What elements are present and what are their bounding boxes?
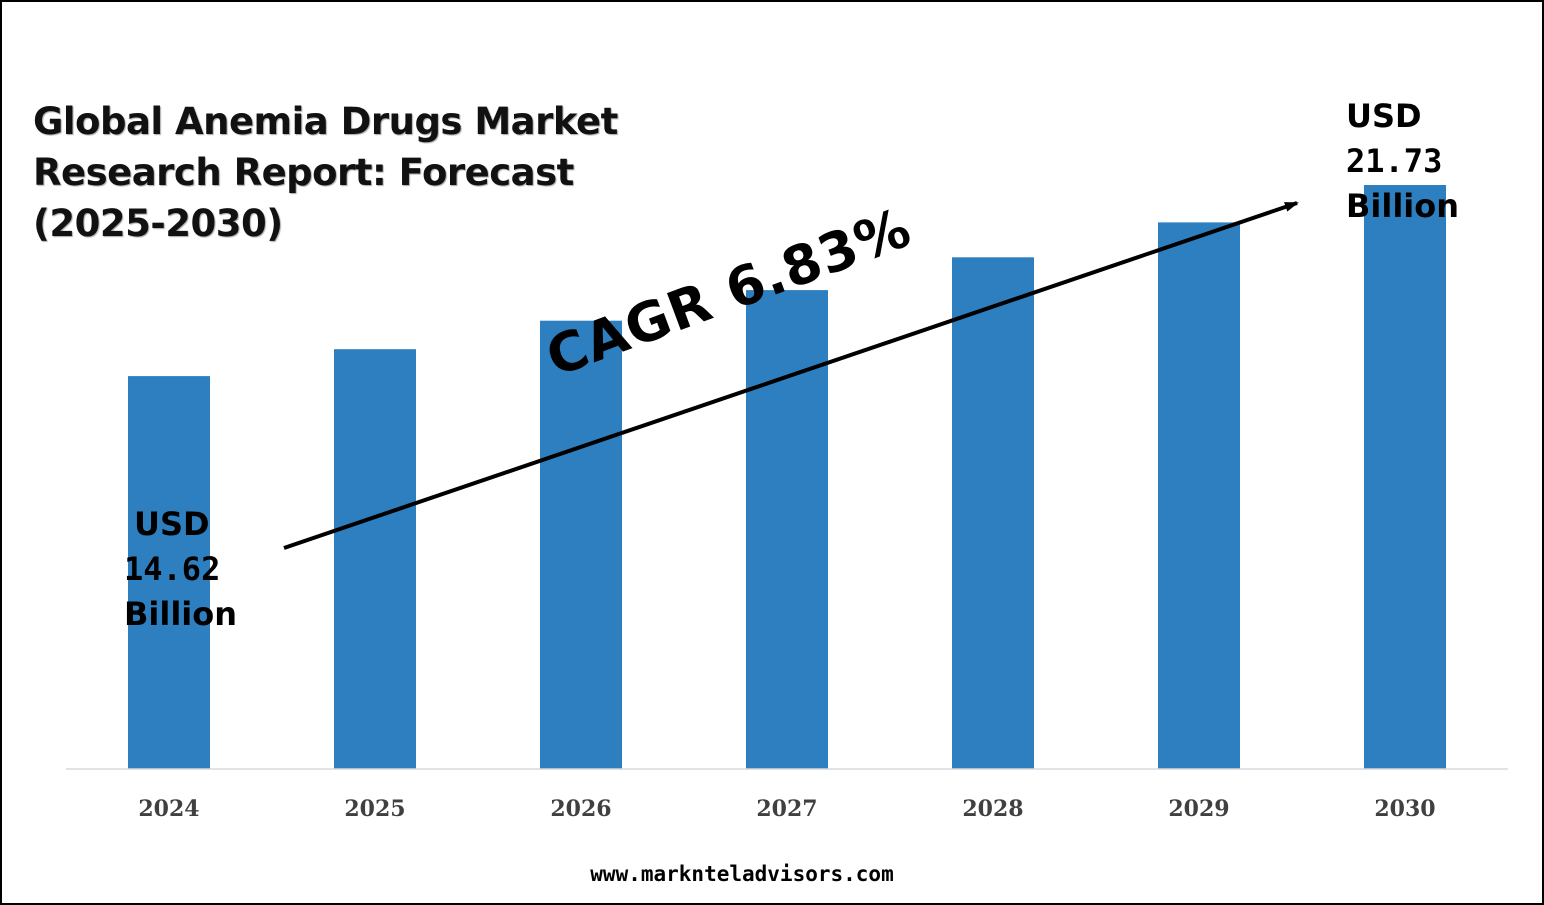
growth-arrow	[283, 201, 1299, 550]
x-tick-label-2030: 2030	[1374, 796, 1435, 822]
end-value-unit: Billion	[1346, 187, 1460, 225]
x-tick-label-2029: 2029	[1168, 796, 1229, 822]
chart-title-line-3: (2025-2030)	[33, 202, 283, 245]
start-value-number: 14.62	[124, 550, 221, 588]
bar-2026	[540, 320, 622, 769]
bars-group	[128, 185, 1446, 769]
x-tick-label-2028: 2028	[962, 796, 1023, 822]
bar-2027	[746, 290, 828, 769]
x-tick-label-2027: 2027	[756, 796, 817, 822]
end-value-currency: USD	[1346, 97, 1422, 135]
footer-website: www.marknteladvisors.com	[590, 862, 894, 886]
end-value-number: 21.73	[1346, 142, 1443, 180]
bar-2030	[1364, 185, 1446, 769]
bar-2025	[334, 349, 416, 769]
bar-2024	[128, 376, 210, 769]
start-value-unit: Billion	[124, 595, 238, 633]
chart-title-line-1: Global Anemia Drugs Market	[33, 100, 618, 143]
end-value-label: USD 21.73 Billion	[1346, 94, 1459, 229]
x-axis-ticks: 2024 2025 2026 2027 2028 2029 2030	[138, 796, 1435, 822]
bar-2029	[1158, 222, 1240, 769]
x-tick-label-2026: 2026	[550, 796, 611, 822]
chart-title-line-2: Research Report: Forecast	[33, 151, 574, 194]
start-value-currency: USD	[134, 505, 210, 543]
bar-2028	[952, 257, 1034, 769]
chart-title: Global Anemia Drugs Market Research Repo…	[33, 96, 733, 249]
start-value-label: USD 14.62 Billion	[124, 502, 237, 637]
x-tick-label-2024: 2024	[138, 796, 199, 822]
x-tick-label-2025: 2025	[344, 796, 405, 822]
